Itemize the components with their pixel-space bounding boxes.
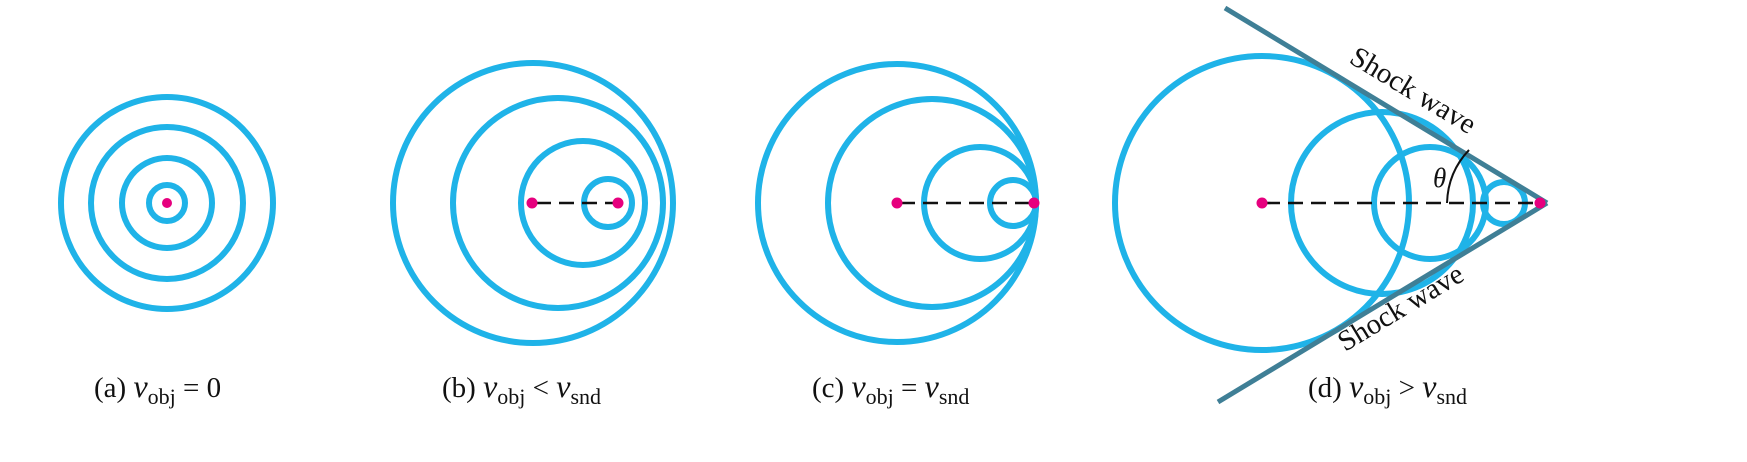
wavefront (146, 182, 188, 224)
shock-wave-label-lower: Shock wave (1332, 258, 1469, 358)
panel-a: (a) vobj = 0 (58, 94, 276, 409)
panel-d: θ Shock wave Shock wave (d) vobj > vsnd (1112, 5, 1549, 409)
wavefront (518, 138, 648, 268)
caption-c: (c) vobj = vsnd (812, 368, 969, 409)
source-dot-current (1028, 197, 1040, 209)
source-dot-current (1534, 197, 1546, 209)
panel-b: (b) vobj < vsnd (390, 60, 676, 409)
source-dot-start (1256, 197, 1268, 209)
panel-c: (c) vobj = vsnd (755, 61, 1040, 409)
source-dot-current (612, 197, 624, 209)
wavefront (58, 94, 276, 312)
caption-a: (a) vobj = 0 (94, 368, 221, 409)
caption-b: (b) vobj < vsnd (442, 368, 601, 409)
wavefront (390, 60, 676, 346)
angle-arc (1446, 149, 1470, 204)
wavefront (450, 95, 666, 311)
wavefront (88, 124, 246, 282)
shock-wave-line-lower (1216, 200, 1549, 405)
shock-wave-line-upper (1223, 5, 1549, 206)
wavefront (119, 155, 215, 251)
source-dot-start (891, 197, 903, 209)
angle-theta-label: θ (1433, 163, 1446, 193)
source-dot (162, 198, 172, 208)
caption-d: (d) vobj > vsnd (1308, 368, 1467, 409)
source-dot-start (526, 197, 538, 209)
